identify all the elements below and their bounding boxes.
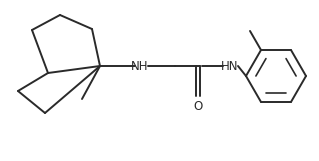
Text: NH: NH bbox=[131, 60, 149, 72]
Text: HN: HN bbox=[221, 60, 239, 72]
Text: O: O bbox=[193, 100, 203, 113]
